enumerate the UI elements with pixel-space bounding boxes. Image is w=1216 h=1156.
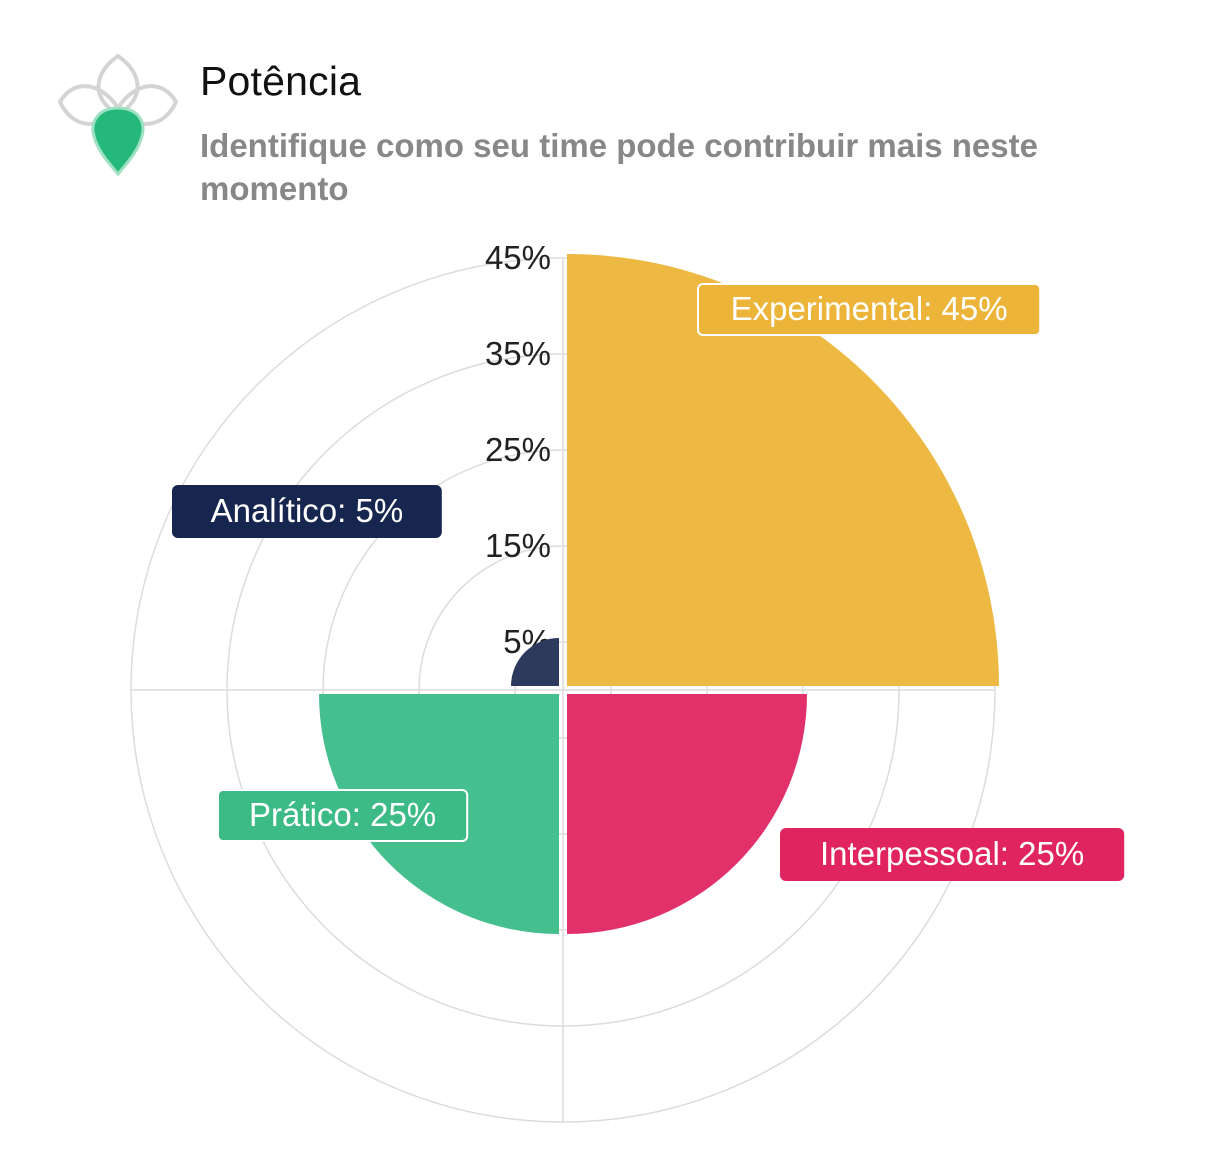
data-label-text: Interpessoal: 25% [820,835,1084,872]
slice-interpessoal [567,694,807,934]
chart-slices [319,254,999,934]
data-label: Prático: 25% [217,789,469,842]
data-label: Interpessoal: 25% [780,828,1125,881]
page-subtitle: Identifique como seu time pode contribui… [200,127,1038,207]
data-label-text: Analítico: 5% [211,492,404,529]
slice-analitico [511,638,559,686]
data-label-box [780,828,1125,881]
tick-label: 15% [485,527,551,564]
data-label-text: Experimental: 45% [731,290,1008,327]
tick-label: 35% [485,335,551,372]
data-label-box [217,789,469,842]
data-label-box [697,283,1042,336]
tick-label: 25% [485,431,551,468]
tick-label: 45% [485,239,551,276]
data-label-text: Prático: 25% [249,796,436,833]
chart-data-labels: Experimental: 45% Interpessoal: 25% Prátic… [172,283,1125,881]
data-label: Analítico: 5% [172,485,442,538]
petal-leaf-icon [57,53,179,177]
chart-tick-labels: 5%15%25%35%45% [485,239,551,660]
chart-grid [130,257,996,1123]
page-title: Potência [200,58,362,104]
slice-experimental [567,254,999,686]
data-label-box [172,485,442,538]
data-label: Experimental: 45% [697,283,1042,336]
